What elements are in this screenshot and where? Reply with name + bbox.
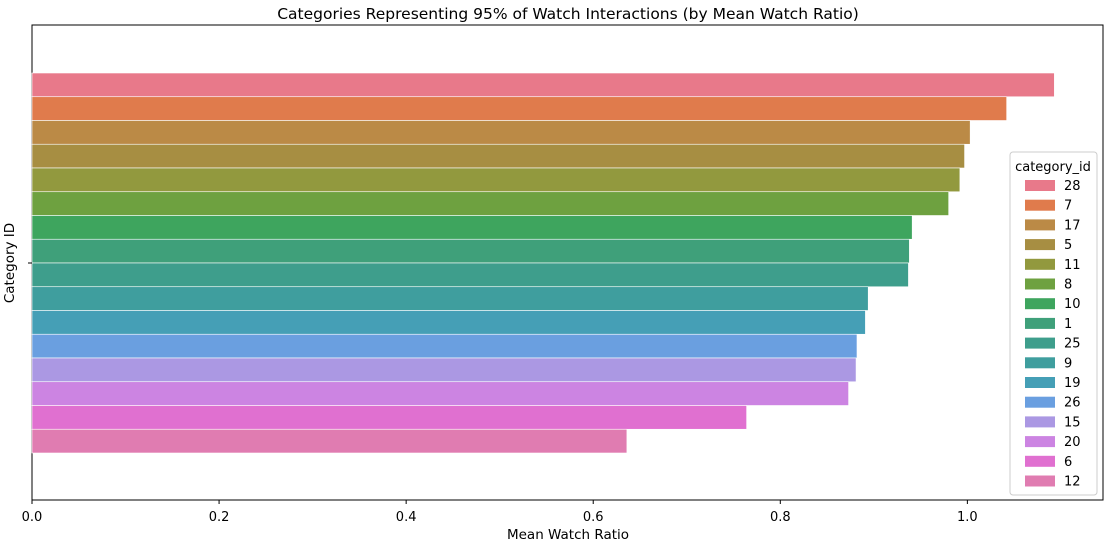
x-tick-label: 0.4 <box>396 510 417 525</box>
legend-label-6: 6 <box>1064 455 1072 470</box>
bar-category-15 <box>31 357 857 383</box>
bar-category-1 <box>31 238 910 264</box>
bar-category-26 <box>31 333 858 359</box>
legend-swatch-7 <box>1025 199 1055 211</box>
legend-label-9: 9 <box>1064 356 1072 371</box>
legend-title: category_id <box>1015 160 1091 175</box>
legend-swatch-17 <box>1025 219 1055 231</box>
legend-swatch-20 <box>1025 436 1055 448</box>
legend-label-19: 19 <box>1064 376 1081 391</box>
x-tick-label: 0.0 <box>22 510 43 525</box>
legend-swatch-9 <box>1025 357 1055 369</box>
legend-swatch-28 <box>1025 180 1055 191</box>
legend-swatch-8 <box>1025 278 1055 290</box>
bar-category-17 <box>31 120 971 145</box>
chart-title: Categories Representing 95% of Watch Int… <box>277 5 859 23</box>
legend-label-20: 20 <box>1064 435 1081 450</box>
legend-label-1: 1 <box>1064 317 1072 332</box>
bar-category-9 <box>31 286 869 311</box>
legend-label-26: 26 <box>1064 396 1081 411</box>
legend-items: 28 7 17 5 11 8 10 1 25 9 19 26 15 20 6 12 <box>1025 179 1081 490</box>
legend-label-15: 15 <box>1064 415 1081 430</box>
legend-label-25: 25 <box>1064 337 1081 352</box>
bar-category-25 <box>31 262 909 288</box>
bar-category-7 <box>31 96 1007 121</box>
legend-label-8: 8 <box>1064 278 1072 293</box>
legend-label-10: 10 <box>1064 297 1081 312</box>
x-tick-label: 0.8 <box>770 510 791 525</box>
x-axis-title: Mean Watch Ratio <box>507 527 629 543</box>
bar-category-10 <box>31 215 913 240</box>
legend-swatch-6 <box>1025 455 1055 467</box>
x-tick-label: 1.0 <box>957 510 978 525</box>
legend-swatch-11 <box>1025 258 1055 270</box>
legend-swatch-10 <box>1025 298 1055 310</box>
y-axis-title: Category ID <box>2 223 18 303</box>
legend-label-11: 11 <box>1064 258 1081 273</box>
legend-label-28: 28 <box>1064 179 1081 194</box>
x-axis-ticks: 0.0 0.2 0.4 0.6 0.8 1.0 <box>22 500 978 525</box>
legend-swatch-26 <box>1025 396 1055 408</box>
legend-label-5: 5 <box>1064 238 1072 253</box>
legend-label-7: 7 <box>1064 199 1072 214</box>
legend-swatch-5 <box>1025 239 1055 251</box>
bar-category-11 <box>31 167 961 193</box>
legend-swatch-1 <box>1025 317 1055 329</box>
bars-group <box>31 72 1055 454</box>
x-tick-label: 0.6 <box>583 510 604 525</box>
legend-swatch-25 <box>1025 337 1055 349</box>
bar-category-6 <box>31 405 747 430</box>
legend: category_id 28 7 17 5 11 8 10 1 25 9 19 26 15 20 6 12 <box>1009 151 1098 496</box>
bar-category-19 <box>31 310 866 335</box>
bar-category-5 <box>31 143 965 169</box>
legend-swatch-15 <box>1025 416 1055 428</box>
x-tick-label: 0.2 <box>209 510 230 525</box>
bar-category-20 <box>31 381 849 406</box>
bar-category-8 <box>31 191 949 216</box>
bar-category-12 <box>31 428 628 454</box>
legend-swatch-12 <box>1025 475 1055 487</box>
legend-swatch-19 <box>1025 377 1055 388</box>
legend-label-17: 17 <box>1064 218 1081 233</box>
bar-category-28 <box>31 72 1055 98</box>
legend-label-12: 12 <box>1064 475 1081 490</box>
